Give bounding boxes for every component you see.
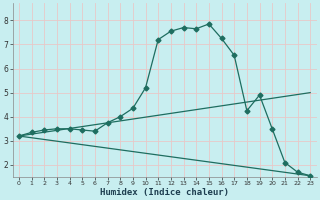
X-axis label: Humidex (Indice chaleur): Humidex (Indice chaleur) (100, 188, 229, 197)
